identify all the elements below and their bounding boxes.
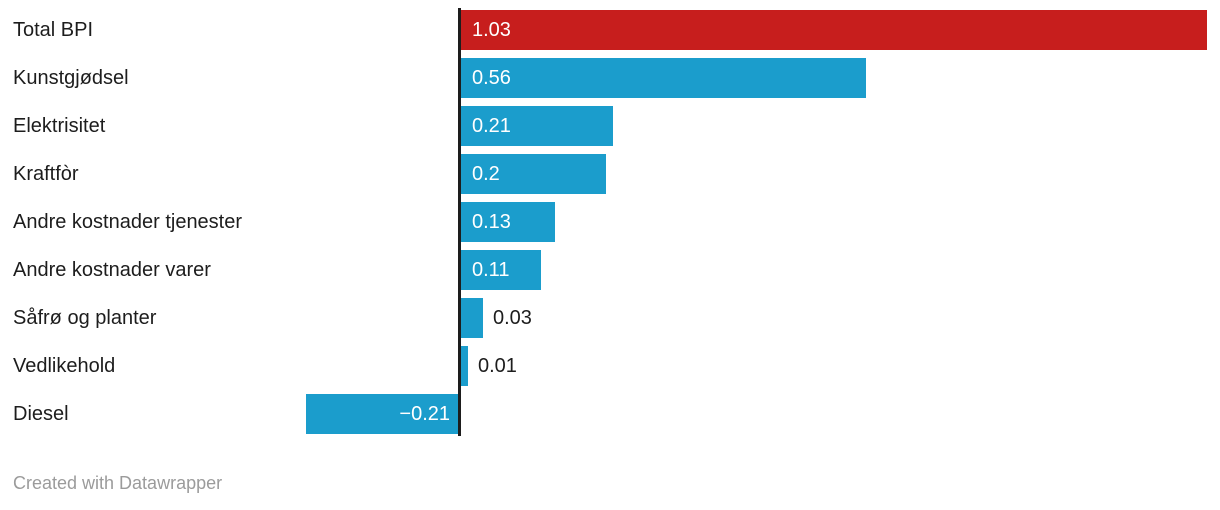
bar (461, 10, 1207, 50)
value-label: 0.11 (472, 259, 510, 281)
bar-row: Andre kostnader varer 0.11 (0, 250, 1220, 290)
bar-row: Elektrisitet 0.21 (0, 106, 1220, 146)
bar (461, 250, 541, 290)
category-label: Diesel (13, 403, 69, 425)
value-label: −0.21 (399, 403, 450, 425)
category-label: Kraftfòr (13, 163, 79, 185)
zero-axis-line (458, 8, 461, 436)
category-label: Andre kostnader tjenester (13, 211, 243, 233)
value-label: 1.03 (472, 19, 511, 41)
category-label: Elektrisitet (13, 115, 106, 137)
bar-row: Kunstgjødsel 0.56 (0, 58, 1220, 98)
category-label: Total BPI (13, 19, 94, 41)
bar-row: Andre kostnader tjenester 0.13 (0, 202, 1220, 242)
value-label: 0.56 (472, 67, 511, 89)
value-label: 0.13 (472, 211, 511, 233)
bar (461, 154, 606, 194)
bar-row: Vedlikehold 0.01 (0, 346, 1220, 386)
bar-row: Diesel −0.21 (0, 394, 1220, 434)
value-label: 0.21 (472, 115, 511, 137)
bar (306, 394, 458, 434)
category-label: Såfrø og planter (13, 307, 157, 329)
bar (461, 346, 468, 386)
category-label: Andre kostnader varer (13, 259, 211, 281)
bar (461, 202, 555, 242)
bar-row: Total BPI 1.03 (0, 10, 1220, 50)
bar-row: Såfrø og planter 0.03 (0, 298, 1220, 338)
bar-row: Kraftfòr 0.2 (0, 154, 1220, 194)
bar (461, 106, 613, 146)
bar-chart-plot: Total BPI 1.03 Kunstgjødsel 0.56 Elektrisite… (0, 8, 1220, 436)
bar (461, 58, 866, 98)
datawrapper-credit-link[interactable]: Created with Datawrapper (13, 473, 223, 493)
value-label: 0.2 (472, 163, 500, 185)
bar (461, 298, 483, 338)
value-label: 0.01 (478, 355, 517, 377)
category-label: Kunstgjødsel (13, 67, 129, 89)
value-label: 0.03 (493, 307, 532, 329)
category-label: Vedlikehold (13, 355, 116, 377)
